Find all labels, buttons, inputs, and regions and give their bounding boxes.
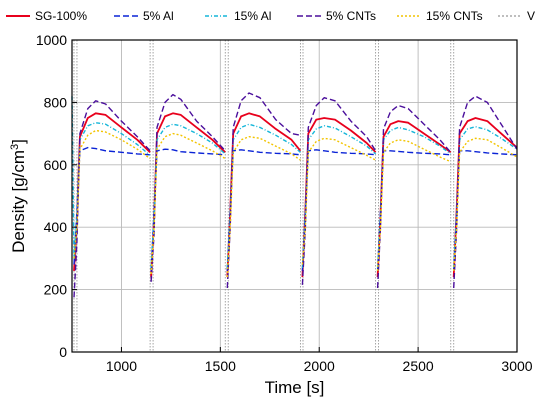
y-axis-title-main: Density [g/cm xyxy=(9,150,28,253)
y-tick-label-2: 400 xyxy=(44,219,68,235)
y-axis-title-close: ] xyxy=(9,139,28,144)
x-tick-label-1: 1500 xyxy=(205,358,236,374)
series-line-4-cycle-5 xyxy=(453,137,518,271)
x-tick-label-4: 3000 xyxy=(501,358,532,374)
y-axis-title-superscript: 3 xyxy=(9,144,21,150)
legend-label-5: V xyxy=(527,9,535,23)
legend-label-4: 15% CNTs xyxy=(426,9,483,23)
grid-lines xyxy=(72,40,517,352)
valve-markers xyxy=(73,40,455,352)
series-line-2-cycle-2 xyxy=(226,123,301,268)
legend-label-3: 5% CNTs xyxy=(326,9,376,23)
series-line-2-cycle-1 xyxy=(150,123,226,268)
series-line-4-cycle-2 xyxy=(226,136,301,278)
series-line-1-cycle-4 xyxy=(376,150,451,271)
legend-label-2: 15% Al xyxy=(234,9,271,23)
legend: SG-100% 5% Al 15% Al 5% CNTs 15% CNTs V xyxy=(6,9,535,23)
y-tick-label-5: 1000 xyxy=(36,32,67,48)
x-tick-label-0: 1000 xyxy=(106,358,137,374)
series-line-3-cycle-3 xyxy=(301,97,377,285)
series-line-1-cycle-0 xyxy=(73,146,151,265)
series-line-4-cycle-0 xyxy=(73,129,151,259)
x-tick-label-2: 2000 xyxy=(304,358,335,374)
series-line-1-cycle-1 xyxy=(150,148,226,271)
series-line-4-cycle-1 xyxy=(150,132,226,275)
y-tick-label-4: 800 xyxy=(44,94,68,110)
y-axis-title: Density [g/cm3] xyxy=(9,139,28,253)
series-line-1-cycle-3 xyxy=(301,149,376,271)
y-tick-label-0: 0 xyxy=(59,344,67,360)
y-tick-label-3: 600 xyxy=(44,157,68,173)
series-line-4-cycle-4 xyxy=(376,139,451,271)
plot-frame xyxy=(71,39,518,353)
series-line-3-cycle-2 xyxy=(226,92,301,289)
legend-label-1: 5% Al xyxy=(143,9,174,23)
y-tick-label-1: 200 xyxy=(44,282,68,298)
x-axis-title: Time [s] xyxy=(265,378,325,397)
axis-ticks: 0 200 400 600 800 1000 1000 1500 2000 2500 3000 xyxy=(36,32,533,374)
x-tick-label-3: 2500 xyxy=(403,358,434,374)
legend-label-0: SG-100% xyxy=(35,9,87,23)
series-lines xyxy=(71,92,518,298)
series-line-1-cycle-2 xyxy=(226,149,301,271)
